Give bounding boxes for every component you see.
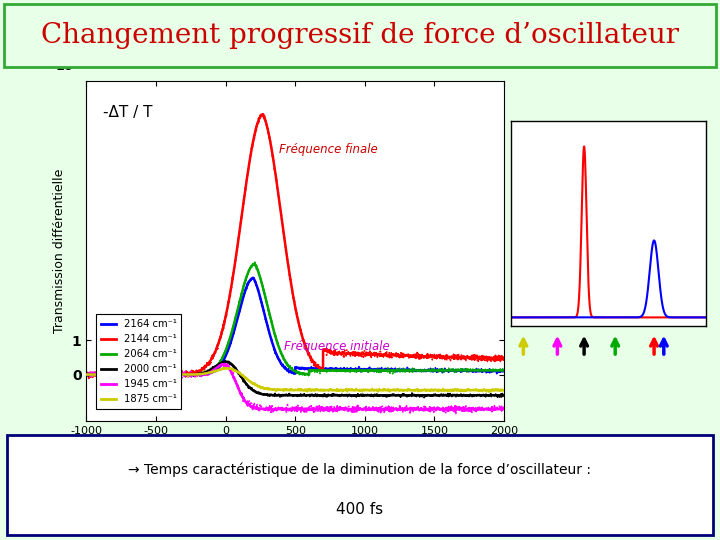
Y-axis label: Transmission différentielle: Transmission différentielle <box>53 169 66 333</box>
Text: Changement progressif de force d’oscillateur: Changement progressif de force d’oscilla… <box>41 22 679 49</box>
Text: Simulation: Simulation <box>593 163 656 176</box>
FancyBboxPatch shape <box>7 435 713 535</box>
X-axis label: Délai pompe-sonde (fs): Délai pompe-sonde (fs) <box>213 442 377 455</box>
Text: -ΔT / T: -ΔT / T <box>103 105 153 120</box>
Legend: 2164 cm⁻¹, 2144 cm⁻¹, 2064 cm⁻¹, 2000 cm⁻¹, 1945 cm⁻¹, 1875 cm⁻¹: 2164 cm⁻¹, 2144 cm⁻¹, 2064 cm⁻¹, 2000 cm… <box>96 314 181 409</box>
Text: Fréquence finale: Fréquence finale <box>279 143 378 156</box>
Text: Expérience: Expérience <box>593 126 659 139</box>
Text: Fréquence initiale: Fréquence initiale <box>284 340 390 353</box>
Text: 400 fs: 400 fs <box>336 502 384 517</box>
FancyBboxPatch shape <box>4 3 716 66</box>
Text: → Temps caractéristique de la diminution de la force d’oscillateur :: → Temps caractéristique de la diminution… <box>128 462 592 477</box>
Text: $\mathbf{10^{-4}}$: $\mathbf{10^{-4}}$ <box>55 58 88 74</box>
